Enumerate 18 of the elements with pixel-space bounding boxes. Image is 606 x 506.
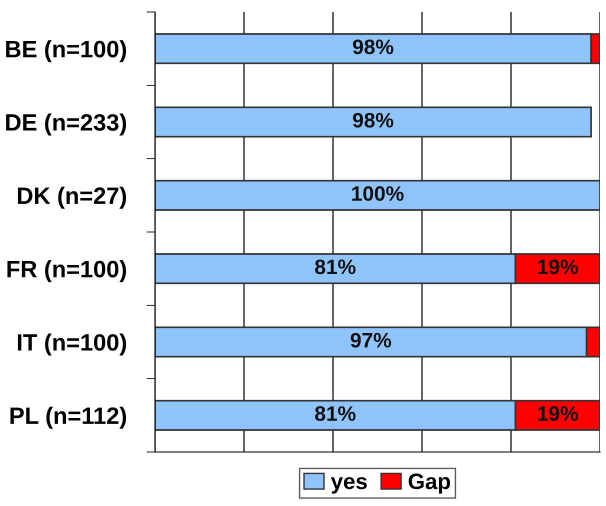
y-tick-label: FR (n=100) [7,260,126,282]
y-tick-label: DE (n=233) [6,113,126,136]
data-label: 97% [350,332,392,348]
bar [155,106,592,138]
legend-label: yes [330,477,367,494]
data-label: 98% [352,112,394,128]
data-label: 100% [352,186,404,201]
data-label: 98% [352,40,394,54]
legend-label: Gap [408,474,450,494]
y-tick-label: DK (n=27) [18,186,126,209]
data-label: 81% [315,406,356,421]
data-label: 19% [538,260,578,274]
data-label: 81% [315,260,356,274]
data-label: 19% [538,406,578,421]
y-tick-label: BE (n=100) [6,40,126,62]
y-tick-label: IT (n=100) [18,333,126,356]
y-tick-label: PL (n=112) [10,406,126,429]
bar [155,180,600,211]
